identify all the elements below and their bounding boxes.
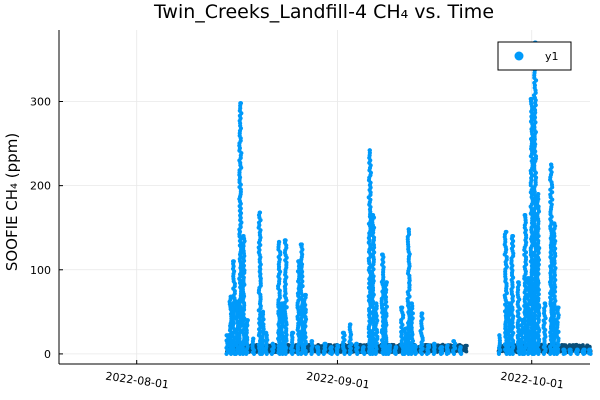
data-point-peak <box>341 330 347 335</box>
data-point-peak <box>354 341 359 346</box>
baseline-point <box>567 343 572 347</box>
y-tick-label: 0 <box>44 348 51 361</box>
data-point-peak <box>283 238 288 243</box>
grid <box>59 30 590 364</box>
chart-title: Twin_Creeks_Landfill-4 CH₄ vs. Time <box>153 1 494 23</box>
data-point-peak <box>516 280 521 285</box>
data-point-peak <box>322 341 327 346</box>
baseline-point <box>464 346 468 351</box>
data-point-peak <box>348 322 353 327</box>
data-point-peak <box>510 234 515 239</box>
data-point-peak <box>581 347 586 352</box>
data-point-peak <box>419 311 424 316</box>
data-point-peak <box>387 343 392 348</box>
data-point-peak <box>574 347 580 352</box>
data-point-peak <box>328 345 334 350</box>
data-point-peak <box>315 345 321 350</box>
legend-marker <box>514 51 524 61</box>
data-point-peak <box>503 229 508 235</box>
data-point-peak <box>552 221 557 226</box>
legend-label: y1 <box>545 50 559 63</box>
baseline-point <box>587 344 592 349</box>
data-point-peak <box>231 259 236 264</box>
data-point-peak <box>244 318 249 323</box>
x-tick-label: 2022-09-01 <box>305 370 370 392</box>
data-point-peak <box>438 345 444 350</box>
data-point-peak <box>335 343 340 348</box>
baseline-point <box>464 343 469 348</box>
data-point-peak <box>260 309 266 314</box>
y-tick-label: 300 <box>30 96 51 109</box>
data-point-peak <box>251 336 256 341</box>
data-point-peak <box>370 212 376 218</box>
data-point-peak <box>264 330 269 335</box>
data-point-peak <box>432 341 437 346</box>
data-point-peak <box>302 292 308 298</box>
data-point-peak <box>393 345 398 350</box>
data-point-peak <box>561 347 567 352</box>
x-ticks: 2022-08-01 2022-09-01 2022-10-01 <box>105 360 565 391</box>
x-tick-label: 2022-08-01 <box>105 370 170 392</box>
data-point-peak <box>380 252 385 257</box>
data-point-peak <box>309 339 314 344</box>
data-point-peak <box>409 301 415 306</box>
x-tick-label: 2022-10-01 <box>500 370 565 392</box>
data-point-peak <box>400 305 405 310</box>
legend-box <box>497 41 572 71</box>
data-point-peak <box>536 191 541 197</box>
data-point-peak <box>406 227 411 232</box>
data-point-peak <box>523 212 528 218</box>
data-point-peak <box>451 339 457 344</box>
data-point-peak <box>277 239 282 245</box>
data-point-peak <box>568 347 573 352</box>
data-point-peak <box>361 345 366 350</box>
data-point-peak <box>383 280 389 285</box>
data-point-peak <box>458 345 463 350</box>
data-point-peak <box>549 162 554 167</box>
y-tick-label: 100 <box>30 264 51 277</box>
data-point-peak <box>587 347 593 352</box>
data-point-peak <box>257 210 262 215</box>
y-axis-label: SOOFIE CH₄ (ppm) <box>3 133 21 271</box>
data-point-peak <box>426 343 431 348</box>
data-point-peak <box>374 301 379 306</box>
data-point-peak <box>238 101 243 106</box>
y-tick-label: 200 <box>30 180 51 193</box>
data-point-peak <box>299 242 304 247</box>
data-point-peak <box>270 341 275 346</box>
legend: y1 <box>497 41 572 71</box>
data-point-peak <box>542 301 547 306</box>
data-point-peak <box>367 148 372 153</box>
data-point-peak <box>497 333 502 338</box>
data-point-peak <box>445 343 450 348</box>
y-ticks: 0 100 200 300 <box>30 96 63 361</box>
data-point-peak <box>290 330 295 335</box>
plot-area <box>224 40 593 357</box>
data-point-peak <box>241 234 246 239</box>
axes <box>58 30 590 365</box>
data-point-peak <box>413 343 418 348</box>
data-point-peak <box>555 305 560 310</box>
